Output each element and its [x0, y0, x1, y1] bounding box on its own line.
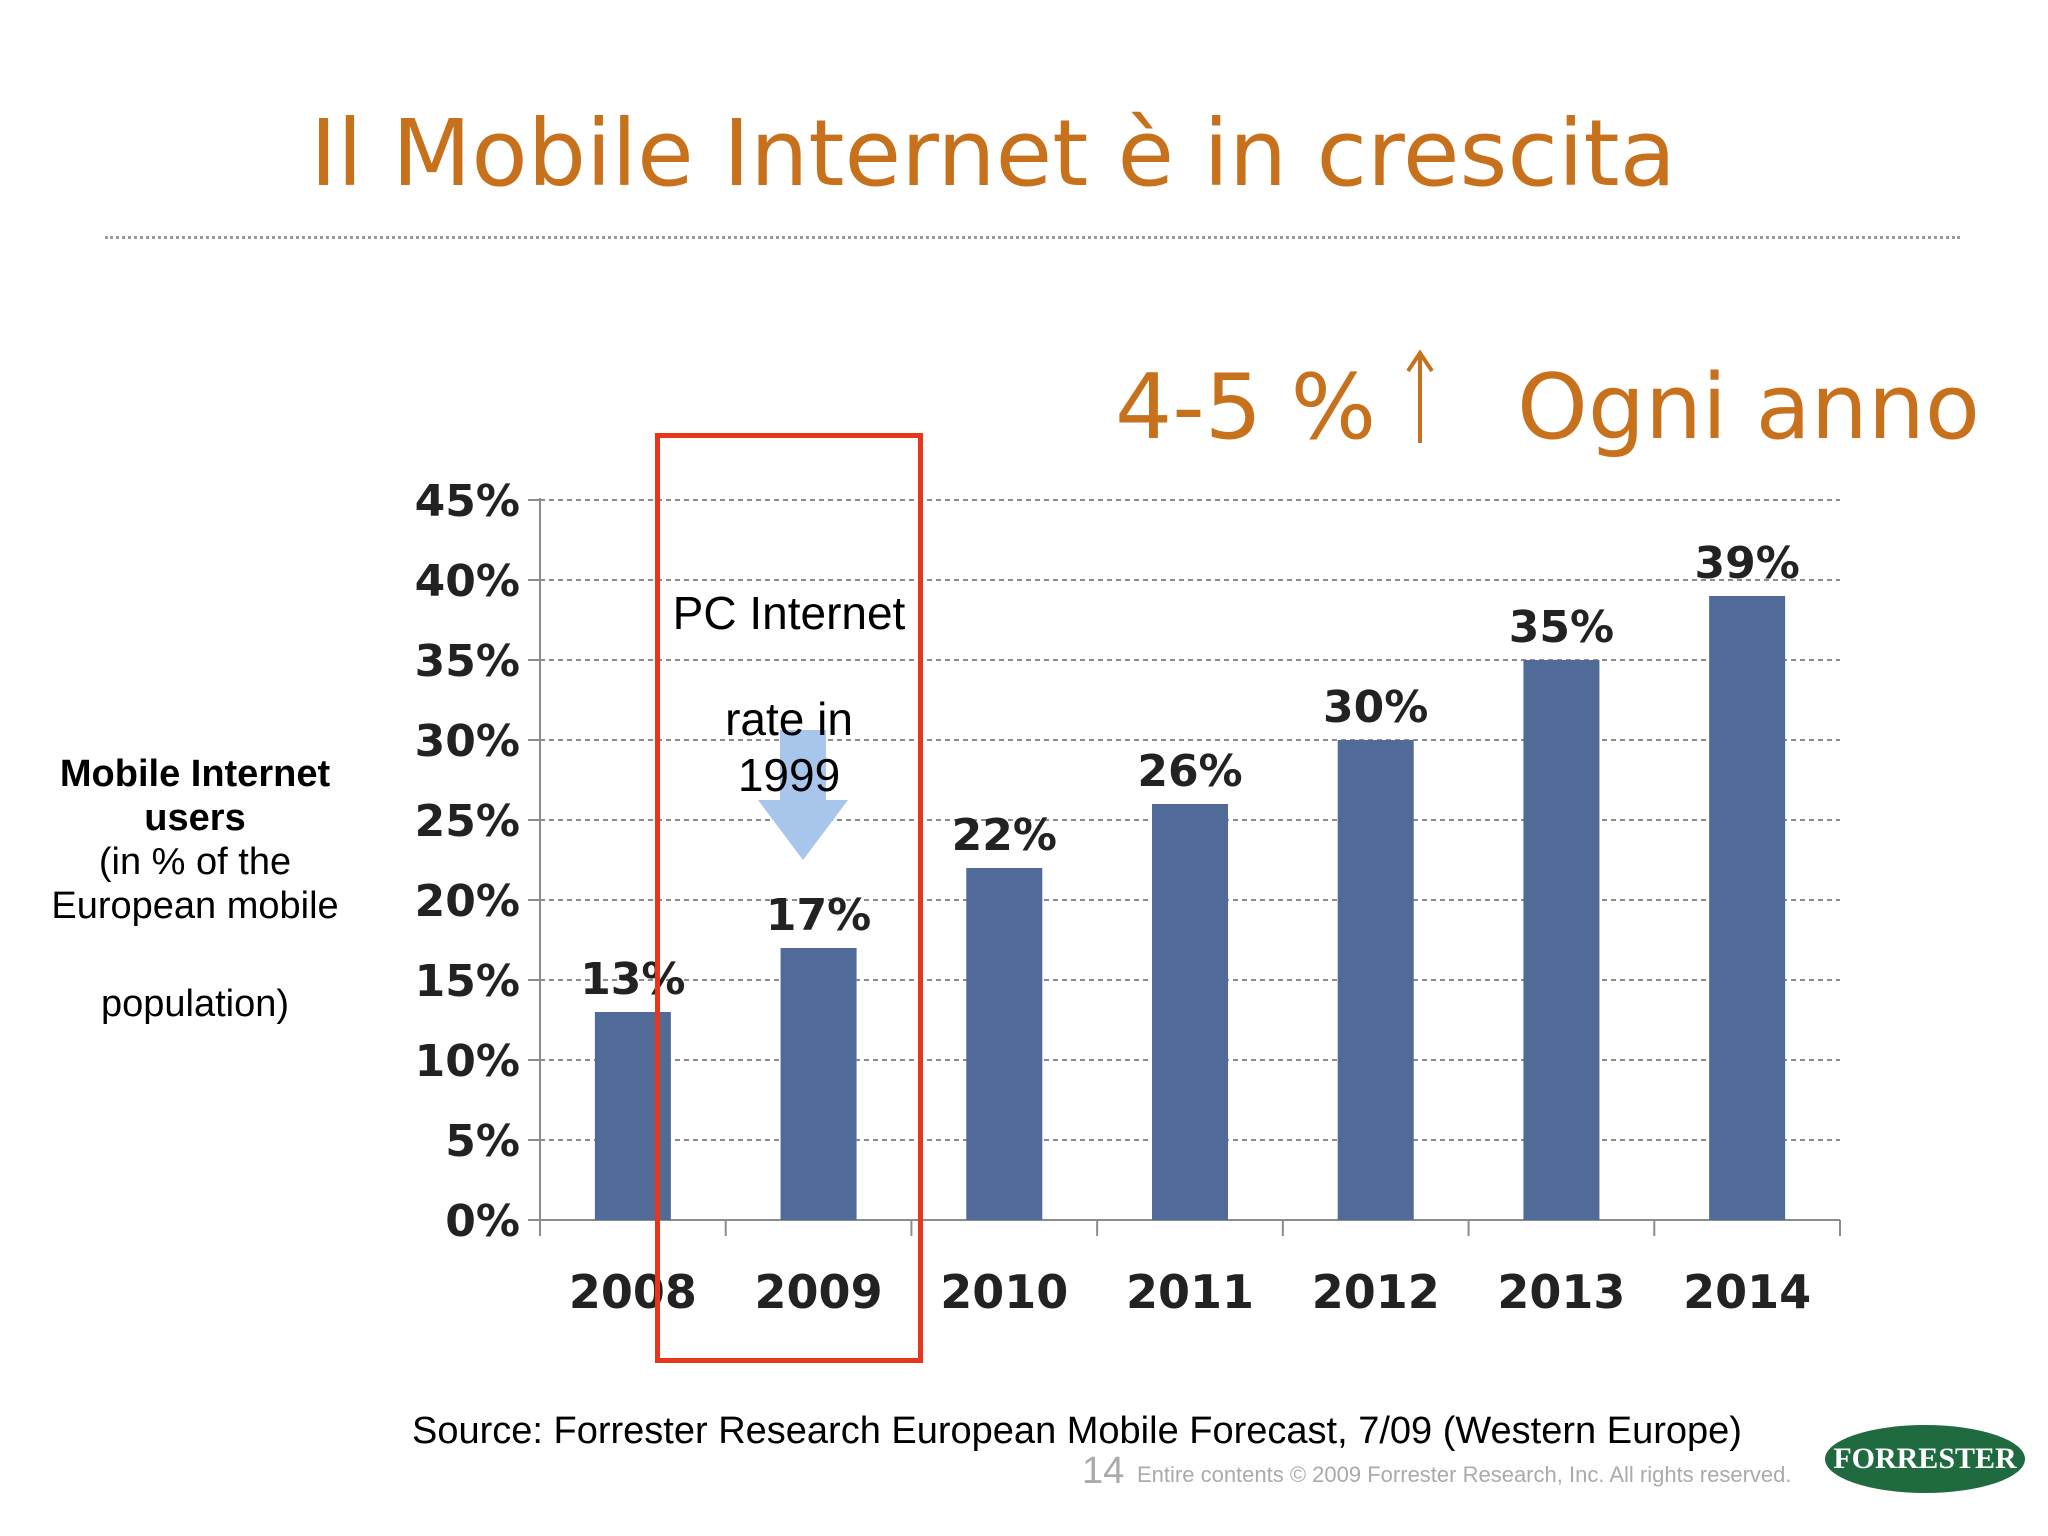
- y-axis-label: Mobile Internet users (in % of the Europ…: [30, 752, 360, 1026]
- growth-period: Ogni anno: [1517, 355, 1980, 460]
- logo-oval: [1825, 1425, 2025, 1493]
- y-tick-label: 15%: [415, 956, 520, 1007]
- bar: [1152, 804, 1228, 1220]
- y-tick-label: 35%: [415, 636, 520, 687]
- x-tick-label: 2013: [1497, 1265, 1625, 1319]
- copyright-notice: Entire contents © 2009 Forrester Researc…: [1137, 1462, 1792, 1487]
- bar-chart: 0% 5% 10% 15% 20% 25% 30% 35% 40% 45% 13% 2008 17% 20…: [415, 476, 1841, 1319]
- page-number: 14: [1082, 1450, 1125, 1492]
- logo-text: FORRESTER: [1833, 1442, 2017, 1475]
- y-tick-label: 30%: [415, 716, 520, 767]
- y-axis-label-line: population): [100, 983, 290, 1025]
- growth-rate: 4-5 %: [1115, 355, 1377, 460]
- y-tick-label: 20%: [415, 876, 520, 927]
- x-tick-label: 2014: [1683, 1265, 1811, 1319]
- y-tick-label: 40%: [415, 556, 520, 607]
- bar: [966, 868, 1043, 1220]
- down-arrow-icon: [758, 730, 848, 860]
- y-tick-label: 5%: [445, 1116, 520, 1167]
- bar: [1709, 596, 1786, 1220]
- y-axis-label-line: (in % of the: [98, 841, 292, 883]
- highlight-box: [655, 433, 923, 1363]
- x-tick-label: 2008: [569, 1265, 697, 1319]
- slide-title: Il Mobile Internet è in crescita: [310, 100, 1676, 207]
- data-label: 35%: [1509, 602, 1614, 653]
- data-label: 26%: [1137, 746, 1242, 797]
- y-axis-label-line: Mobile Internet: [59, 753, 331, 795]
- y-axis-label-line: European mobile: [51, 885, 339, 927]
- growth-callout: 4-5 % Ogni anno: [1115, 349, 1980, 475]
- y-axis-label-line: users: [144, 797, 246, 839]
- y-tick-label: 0%: [445, 1196, 520, 1247]
- data-label: 30%: [1323, 682, 1428, 733]
- bar: [1337, 740, 1414, 1220]
- annotation-line: 1999: [737, 749, 841, 801]
- pc-internet-annotation: PC Internet rate in 1999: [655, 585, 923, 803]
- x-tick-label: 2011: [1126, 1265, 1254, 1319]
- y-tick-label: 25%: [415, 796, 520, 847]
- data-label: 22%: [952, 810, 1057, 861]
- y-tick-label: 45%: [415, 476, 520, 527]
- annotation-line: rate in: [725, 693, 853, 745]
- bar: [780, 948, 857, 1220]
- data-label: 39%: [1694, 538, 1799, 589]
- data-label: 13%: [580, 954, 685, 1005]
- title-divider: [105, 236, 1960, 239]
- source-note: Source: Forrester Research European Mobi…: [412, 1410, 1742, 1452]
- data-label: 17%: [766, 890, 871, 941]
- x-tick-label: 2010: [940, 1265, 1068, 1319]
- x-tick-label: 2012: [1312, 1265, 1440, 1319]
- bar: [1523, 660, 1600, 1220]
- annotation-line: PC Internet: [672, 587, 906, 639]
- y-tick-label: 10%: [415, 1036, 520, 1087]
- forrester-logo: FORRESTER: [1825, 1425, 2025, 1493]
- up-arrow-icon: [1406, 349, 1434, 443]
- x-tick-label: 2009: [755, 1265, 883, 1319]
